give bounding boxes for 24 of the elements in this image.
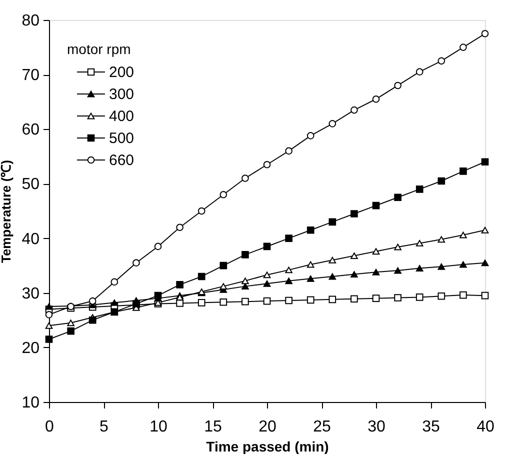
- y-tick-label: 10: [22, 394, 40, 412]
- x-tick-label: 35: [422, 418, 440, 436]
- y-tick-label: 40: [22, 230, 40, 248]
- y-tick-label: 50: [22, 176, 40, 194]
- y-axis-title: Temperature (℃): [0, 160, 14, 264]
- legend-label: 400: [109, 108, 134, 125]
- y-tick-label: 30: [22, 285, 40, 302]
- x-tick-label: 40: [476, 418, 494, 436]
- x-tick-label: 30: [368, 418, 386, 436]
- x-tick-label: 0: [45, 418, 54, 436]
- legend-label: 200: [109, 64, 134, 81]
- x-tick-label: 10: [150, 418, 168, 436]
- legend-title: motor rpm: [67, 41, 131, 57]
- y-tick-label: 80: [22, 12, 40, 30]
- y-tick-label: 70: [22, 67, 40, 84]
- legend-label: 500: [109, 130, 134, 147]
- x-tick-label: 25: [313, 418, 331, 436]
- legend-label: 660: [109, 152, 134, 169]
- x-tick-label: 15: [204, 418, 222, 436]
- x-tick-label: 5: [100, 418, 109, 436]
- x-tick-label: 20: [258, 418, 276, 436]
- y-tick-label: 60: [22, 122, 40, 139]
- y-tick-label: 20: [22, 340, 40, 357]
- legend-label: 300: [109, 86, 134, 103]
